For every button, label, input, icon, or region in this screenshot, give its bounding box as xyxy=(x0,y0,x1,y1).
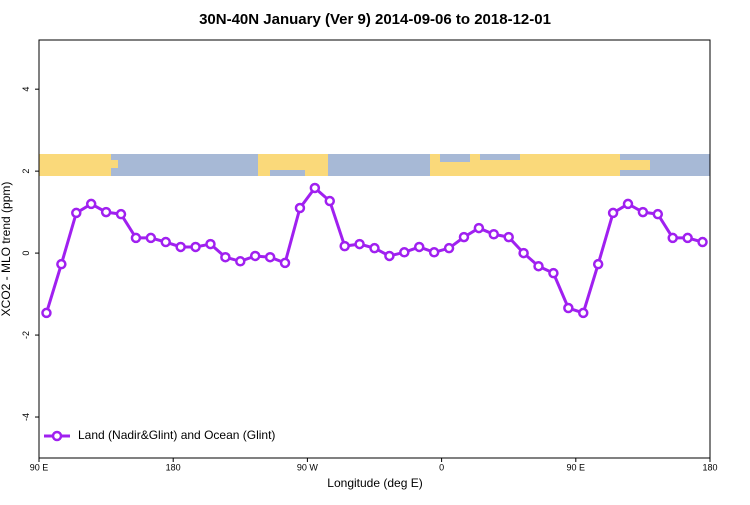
data-point xyxy=(384,250,395,262)
data-point xyxy=(697,236,708,248)
data-point xyxy=(518,247,529,259)
chart-title: 30N-40N January (Ver 9) 2014-09-06 to 20… xyxy=(199,11,551,28)
legend-marker xyxy=(51,430,63,442)
data-point xyxy=(339,240,350,252)
data-point xyxy=(249,250,261,262)
data-point xyxy=(309,182,321,194)
x-tick-label: 90 E xyxy=(567,462,586,472)
y-tick-label: -4 xyxy=(21,413,31,421)
data-point xyxy=(607,207,619,219)
data-point xyxy=(443,242,455,254)
data-point xyxy=(399,247,410,258)
data-point xyxy=(369,242,380,254)
data-point xyxy=(160,236,171,248)
y-tick-label: 2 xyxy=(21,169,31,174)
data-point xyxy=(85,198,97,210)
data-point xyxy=(220,251,231,263)
y-tick-label: 4 xyxy=(21,87,31,92)
data-point xyxy=(682,232,693,244)
data-point xyxy=(235,256,246,267)
x-axis-label: Longitude (deg E) xyxy=(327,476,422,490)
data-point xyxy=(294,202,306,214)
x-tick-label: 0 xyxy=(439,462,444,472)
data-point xyxy=(428,247,440,258)
data-point xyxy=(488,228,500,240)
data-point xyxy=(622,198,634,210)
data-point xyxy=(100,206,112,218)
data-point xyxy=(205,238,216,250)
data-point xyxy=(533,260,544,272)
data-point xyxy=(115,208,127,220)
y-axis-label: XCO2 - MLO trend (ppm) xyxy=(0,182,13,317)
data-point xyxy=(563,302,574,314)
data-point xyxy=(324,195,336,207)
data-point xyxy=(354,238,365,250)
data-point xyxy=(413,241,425,253)
x-tick-label: 90 E xyxy=(30,462,49,472)
x-tick-label: 180 xyxy=(166,462,181,472)
data-point xyxy=(175,241,186,253)
data-point xyxy=(473,222,485,234)
data-point xyxy=(458,231,470,243)
data-point xyxy=(592,258,604,270)
legend-label: Land (Nadir&Glint) and Ocean (Glint) xyxy=(78,428,275,442)
data-point xyxy=(279,257,291,269)
plot-frame xyxy=(38,39,711,459)
data-point xyxy=(264,251,276,263)
data-point xyxy=(41,307,52,319)
data-point xyxy=(652,208,664,220)
data-point xyxy=(637,206,649,218)
y-tick-label: -2 xyxy=(21,331,31,339)
data-point xyxy=(503,231,514,243)
data-point xyxy=(130,232,142,244)
map-strip xyxy=(39,154,710,176)
data-point xyxy=(190,241,201,253)
data-point xyxy=(145,232,157,244)
x-tick-label: 90 W xyxy=(297,462,319,472)
x-tick-label: 180 xyxy=(702,462,717,472)
data-point xyxy=(71,207,82,219)
data-point xyxy=(578,307,589,319)
data-point xyxy=(56,258,67,270)
data-point xyxy=(548,267,559,279)
data-point xyxy=(667,232,678,244)
y-tick-label: 0 xyxy=(21,251,31,256)
